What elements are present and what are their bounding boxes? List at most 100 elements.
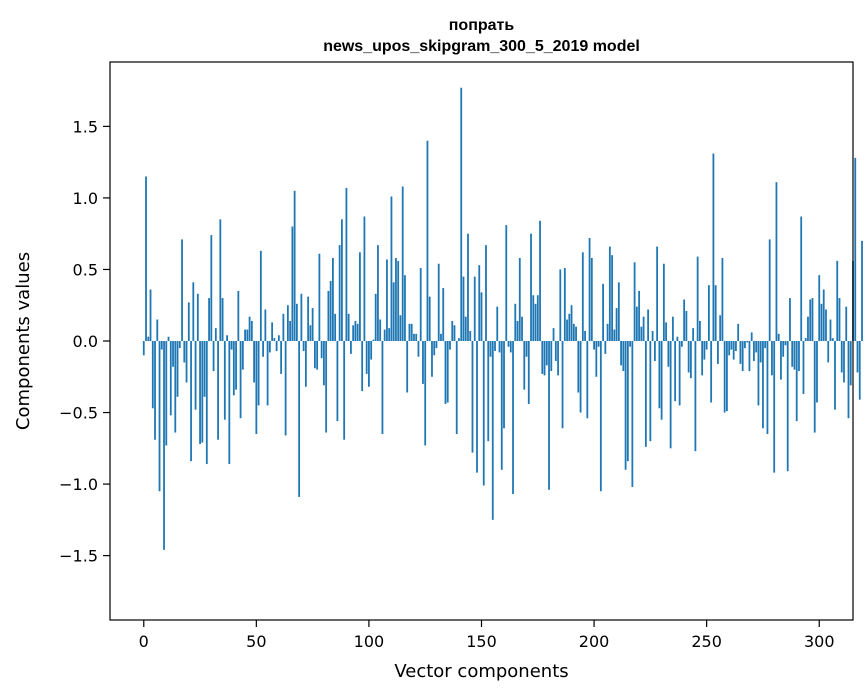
bar xyxy=(277,335,280,341)
bar xyxy=(482,341,485,486)
bar xyxy=(683,299,686,341)
bar xyxy=(768,239,771,341)
bar xyxy=(849,341,852,386)
bar xyxy=(831,338,834,341)
bar xyxy=(284,341,287,436)
bar xyxy=(174,341,177,433)
bar xyxy=(606,323,609,341)
bar xyxy=(214,328,217,341)
bar xyxy=(611,255,613,341)
bar xyxy=(259,250,262,341)
bar xyxy=(345,187,348,341)
bar xyxy=(435,341,438,349)
bar xyxy=(293,190,296,341)
bar xyxy=(460,87,463,341)
bar xyxy=(638,290,641,341)
bar xyxy=(840,341,843,373)
bar xyxy=(169,341,172,416)
bar xyxy=(359,252,361,341)
bar xyxy=(365,341,368,374)
bar xyxy=(350,341,352,354)
bar xyxy=(692,328,695,341)
bar xyxy=(192,282,195,341)
bar xyxy=(381,341,384,434)
bar xyxy=(651,330,654,341)
bar xyxy=(822,289,825,341)
bar xyxy=(689,341,692,379)
bar xyxy=(789,298,791,341)
bar xyxy=(397,260,400,341)
bar xyxy=(512,341,514,495)
bar xyxy=(595,341,598,377)
bar xyxy=(307,296,310,341)
bar xyxy=(464,316,467,341)
bar xyxy=(581,252,584,341)
bar xyxy=(489,341,492,357)
bar xyxy=(838,298,841,341)
bar xyxy=(728,341,731,356)
bar xyxy=(147,336,150,341)
bar xyxy=(861,240,863,341)
bar xyxy=(737,323,740,341)
bar xyxy=(295,303,298,341)
bar xyxy=(653,341,656,362)
y-tick-label: −0.5 xyxy=(59,404,98,423)
bar xyxy=(462,276,465,341)
bar xyxy=(395,258,397,341)
bar xyxy=(802,341,805,394)
bar xyxy=(762,341,764,429)
bar xyxy=(356,323,359,341)
bar xyxy=(726,341,728,412)
bar xyxy=(795,341,798,422)
x-tick-label: 50 xyxy=(246,632,266,651)
bar xyxy=(246,329,249,341)
bar xyxy=(800,216,803,341)
bar xyxy=(426,140,429,341)
bar xyxy=(253,341,255,383)
bar xyxy=(406,341,409,393)
bar xyxy=(196,293,199,341)
bar xyxy=(793,341,796,370)
bar xyxy=(678,341,681,406)
bar xyxy=(316,341,319,370)
bar xyxy=(525,341,528,357)
bar xyxy=(766,341,769,434)
bar xyxy=(615,308,618,341)
bar xyxy=(219,219,222,341)
bar xyxy=(757,341,760,406)
bar xyxy=(746,341,749,343)
bar xyxy=(541,341,544,374)
bar xyxy=(437,263,440,341)
bar xyxy=(834,341,836,410)
bar xyxy=(586,341,589,419)
bar xyxy=(777,333,780,341)
bar xyxy=(642,316,645,341)
bar xyxy=(334,313,337,341)
bar xyxy=(480,292,483,341)
x-axis-label: Vector components xyxy=(394,661,568,682)
bar xyxy=(626,341,629,462)
bar xyxy=(500,341,503,470)
bar xyxy=(424,341,427,446)
bar xyxy=(608,246,611,341)
y-tick-label: −1.0 xyxy=(59,475,98,494)
bar xyxy=(485,245,487,341)
bar xyxy=(572,323,575,341)
bar xyxy=(203,341,206,397)
bar xyxy=(550,341,553,372)
bar xyxy=(503,341,505,429)
bar xyxy=(811,298,814,341)
bar xyxy=(419,268,422,341)
bar xyxy=(361,341,364,392)
y-tick-label: 0.5 xyxy=(73,260,98,279)
bar xyxy=(836,260,839,341)
bar xyxy=(388,328,391,341)
bar xyxy=(145,176,147,341)
bar xyxy=(451,320,454,341)
bar xyxy=(386,259,388,341)
bar xyxy=(273,338,276,341)
bar xyxy=(232,341,235,396)
bar xyxy=(662,263,665,341)
bar xyxy=(325,341,328,433)
